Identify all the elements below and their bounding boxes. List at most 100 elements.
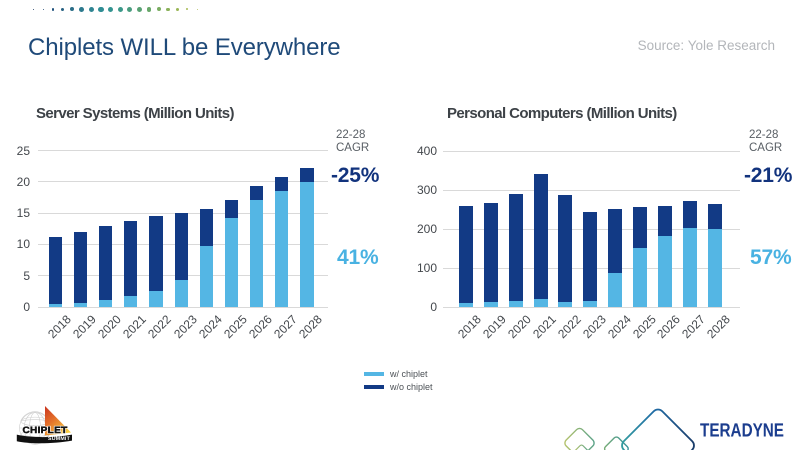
- decor-dot: [88, 6, 94, 12]
- summit-banner: [16, 434, 72, 444]
- bar-segment-with-chiplet: [558, 301, 573, 307]
- bar-segment-with-chiplet: [124, 295, 138, 307]
- bar-segment-without-chiplet: [73, 231, 88, 303]
- x-axis-tick-label: 2028: [704, 312, 734, 342]
- x-axis-tick-label: 2021: [120, 312, 150, 342]
- legend-label: w/o chiplet: [390, 382, 433, 392]
- bar-segment-without-chiplet: [508, 193, 523, 302]
- chiplet-logo-text-outline: CHIPLET: [23, 425, 68, 435]
- gridline: [38, 181, 328, 183]
- bar-segment-without-chiplet: [199, 208, 213, 246]
- bar-segment-with-chiplet: [300, 181, 314, 307]
- source-credit: Source: Yole Research: [637, 38, 775, 53]
- cagr-heading: 22-28 CAGR: [749, 128, 783, 155]
- bar-segment-with-chiplet: [250, 199, 264, 307]
- y-axis-tick-label: 5: [23, 268, 30, 283]
- teradyne-logo-text: TERADYNE: [700, 421, 784, 442]
- y-axis-tick-label: 0: [430, 300, 437, 314]
- teradyne-diamond-small: [564, 427, 595, 450]
- bar-segment-without-chiplet: [124, 220, 138, 296]
- bar-segment-with-chiplet: [275, 190, 289, 307]
- decor-dot: [186, 8, 189, 11]
- gridline: [38, 150, 328, 151]
- y-axis-tick-label: 10: [16, 237, 30, 252]
- bar-segment-without-chiplet: [250, 186, 264, 200]
- y-axis-tick-label: 400: [416, 144, 437, 158]
- x-axis-tick-label: 2018: [44, 312, 74, 342]
- bar-segment-without-chiplet: [533, 173, 548, 300]
- bar-segment-without-chiplet: [149, 215, 163, 292]
- bar-segment-without-chiplet: [300, 168, 314, 182]
- decor-dot: [146, 7, 152, 12]
- bar-segment-with-chiplet: [199, 245, 213, 307]
- decor-dot: [176, 7, 180, 11]
- bar-segment-with-chiplet: [174, 280, 188, 307]
- bar-segment-without-chiplet: [275, 176, 289, 191]
- x-axis-tick-label: 2024: [604, 312, 634, 342]
- x-axis-tick-label: 2028: [296, 312, 326, 342]
- bar-segment-without-chiplet: [633, 207, 648, 249]
- y-axis-tick-label: 100: [416, 261, 437, 275]
- teradyne-diamond-mid: [603, 436, 629, 450]
- x-axis-tick-label: 2020: [95, 312, 124, 342]
- y-axis-tick-label: 300: [416, 183, 437, 197]
- teradyne-logo: TERADYNE: [564, 408, 784, 450]
- decor-dot: [98, 6, 104, 13]
- decor-dot: [79, 6, 85, 12]
- x-axis-tick-label: 2026: [654, 312, 684, 342]
- bar-segment-with-chiplet: [73, 302, 88, 307]
- cagr-value-with-chiplet: 57%: [750, 245, 792, 269]
- x-axis-tick-label: 2022: [554, 312, 584, 342]
- bar-segment-without-chiplet: [483, 203, 498, 302]
- bar-segment-with-chiplet: [458, 303, 473, 307]
- decor-dot: [33, 8, 35, 10]
- x-axis-tick-label: 2019: [480, 312, 509, 342]
- bar-segment-without-chiplet: [174, 213, 188, 281]
- y-axis-tick-label: 15: [16, 206, 30, 221]
- chiplet-logo-text: CHIPLET: [23, 425, 68, 435]
- legend-swatch-without-chiplet: [364, 385, 384, 389]
- gridline: [443, 306, 740, 308]
- summit-triangle-icon: [45, 406, 71, 436]
- bar-segment-with-chiplet: [533, 299, 548, 307]
- x-axis-tick-label: 2023: [170, 312, 200, 342]
- bar-segment-with-chiplet: [583, 300, 598, 307]
- y-axis-tick-label: 0: [23, 300, 30, 314]
- y-axis-tick-label: 25: [16, 143, 30, 158]
- y-axis-tick-label: 20: [16, 174, 30, 189]
- decor-dot: [117, 6, 123, 12]
- bar-segment-with-chiplet: [633, 248, 648, 307]
- bar-segment-without-chiplet: [458, 205, 473, 304]
- decor-dot: [60, 7, 65, 12]
- gridline: [38, 306, 328, 308]
- bar-segment-with-chiplet: [149, 291, 163, 307]
- x-axis-tick-label: 2018: [455, 312, 485, 342]
- bar-segment-without-chiplet: [608, 209, 623, 274]
- y-axis-tick-label: 200: [416, 222, 437, 236]
- cagr-value-without-chiplet: -25%: [331, 164, 380, 187]
- bar-segment-without-chiplet: [99, 225, 113, 301]
- x-axis-tick-label: 2026: [246, 312, 275, 342]
- decor-dot: [42, 8, 45, 11]
- x-axis-tick-label: 2024: [195, 312, 225, 342]
- decor-dot: [156, 7, 161, 12]
- x-axis-tick-label: 2020: [505, 312, 534, 342]
- bar-segment-with-chiplet: [224, 218, 239, 307]
- x-axis-tick-label: 2019: [69, 312, 99, 342]
- x-axis-tick-label: 2023: [579, 312, 609, 342]
- x-axis-tick-label: 2021: [529, 312, 559, 342]
- decor-dot: [196, 8, 198, 10]
- decor-dot: [107, 6, 114, 13]
- bar-segment-without-chiplet: [48, 236, 62, 305]
- cagr-value-without-chiplet: -21%: [744, 164, 793, 187]
- gridline: [443, 150, 740, 152]
- bar-segment-with-chiplet: [48, 304, 62, 307]
- teradyne-diamond-inner: [573, 444, 590, 450]
- bar-segment-without-chiplet: [224, 199, 239, 219]
- bar-segment-with-chiplet: [508, 301, 523, 307]
- bar-segment-with-chiplet: [608, 273, 623, 307]
- cagr-value-with-chiplet: 41%: [337, 245, 379, 269]
- bar-segment-without-chiplet: [708, 204, 722, 230]
- decor-dot: [51, 7, 55, 11]
